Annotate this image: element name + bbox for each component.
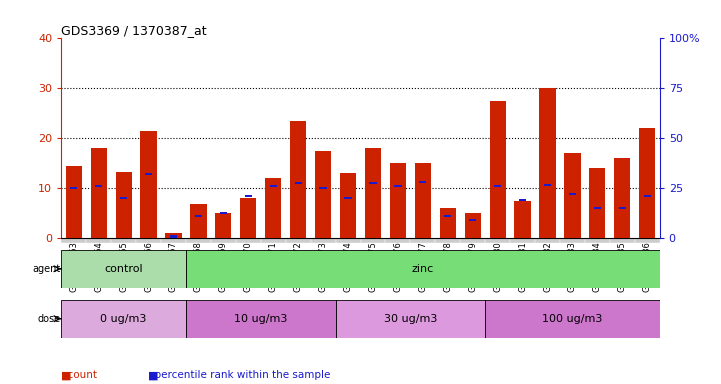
Bar	[270, 185, 277, 187]
Bar	[494, 185, 501, 187]
Bar	[111, 238, 136, 243]
Bar	[294, 182, 302, 184]
Bar	[290, 121, 306, 238]
Bar	[369, 182, 376, 184]
Bar	[315, 151, 331, 238]
Bar	[165, 233, 182, 238]
Bar	[335, 238, 360, 243]
Bar	[435, 238, 460, 243]
Bar	[444, 215, 451, 217]
Text: control: control	[105, 264, 143, 274]
Text: 100 ug/m3: 100 ug/m3	[542, 314, 603, 324]
Bar	[539, 88, 556, 238]
Bar	[365, 148, 381, 238]
Bar	[115, 172, 132, 238]
Bar	[440, 208, 456, 238]
Text: 0 ug/m3: 0 ug/m3	[100, 314, 147, 324]
Bar	[410, 238, 435, 243]
Bar	[240, 198, 257, 238]
Bar	[261, 238, 286, 243]
Bar	[190, 204, 206, 238]
Bar	[244, 195, 252, 197]
Bar	[394, 185, 402, 187]
Bar	[415, 163, 431, 238]
Bar	[220, 212, 227, 214]
Text: zinc: zinc	[412, 264, 434, 274]
Bar	[639, 128, 655, 238]
Bar	[360, 238, 386, 243]
Bar	[186, 250, 660, 288]
Bar	[211, 238, 236, 243]
Bar	[585, 238, 610, 243]
Bar	[464, 213, 481, 238]
Bar	[460, 238, 485, 243]
Bar	[510, 238, 535, 243]
Bar	[390, 163, 406, 238]
Text: 10 ug/m3: 10 ug/m3	[234, 314, 288, 324]
Bar	[340, 173, 356, 238]
Bar	[216, 213, 231, 238]
Bar	[95, 185, 102, 187]
Bar	[311, 238, 335, 243]
Bar	[485, 238, 510, 243]
Bar	[195, 215, 202, 217]
Text: percentile rank within the sample: percentile rank within the sample	[148, 370, 330, 380]
Bar	[345, 197, 352, 199]
Bar	[386, 238, 410, 243]
Bar	[87, 238, 111, 243]
Bar	[136, 238, 161, 243]
Text: ■: ■	[148, 370, 159, 380]
Bar	[544, 184, 551, 186]
Bar	[565, 153, 580, 238]
Bar	[286, 238, 311, 243]
Text: agent: agent	[32, 264, 61, 274]
Bar	[186, 238, 211, 243]
Bar	[560, 238, 585, 243]
Text: 30 ug/m3: 30 ug/m3	[384, 314, 437, 324]
Bar	[61, 238, 87, 243]
Bar	[161, 238, 186, 243]
Bar	[634, 238, 660, 243]
Bar	[519, 199, 526, 201]
Bar	[61, 250, 186, 288]
Bar	[569, 193, 576, 195]
Bar	[490, 101, 505, 238]
Text: ■: ■	[61, 370, 72, 380]
Bar	[66, 166, 82, 238]
Bar	[335, 300, 485, 338]
Text: GDS3369 / 1370387_at: GDS3369 / 1370387_at	[61, 24, 207, 37]
Bar	[120, 197, 128, 199]
Bar	[265, 178, 281, 238]
Bar	[535, 238, 560, 243]
Bar	[589, 168, 606, 238]
Bar	[319, 187, 327, 189]
Bar	[91, 148, 107, 238]
Bar	[619, 207, 626, 209]
Bar	[644, 195, 651, 197]
Bar	[145, 173, 152, 175]
Bar	[614, 158, 630, 238]
Bar	[170, 235, 177, 238]
Text: count: count	[61, 370, 97, 380]
Text: dose: dose	[38, 314, 61, 324]
Bar	[593, 207, 601, 209]
Bar	[515, 200, 531, 238]
Bar	[70, 187, 77, 189]
Bar	[61, 300, 186, 338]
Bar	[485, 300, 660, 338]
Bar	[469, 219, 477, 221]
Bar	[610, 238, 634, 243]
Bar	[419, 181, 427, 184]
Bar	[186, 300, 335, 338]
Bar	[236, 238, 261, 243]
Bar	[141, 131, 156, 238]
